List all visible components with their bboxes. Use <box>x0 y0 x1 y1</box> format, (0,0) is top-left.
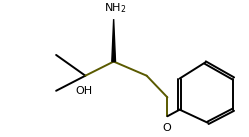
Polygon shape <box>112 19 116 62</box>
Text: OH: OH <box>75 86 93 96</box>
Text: O: O <box>162 123 171 133</box>
Text: NH$_2$: NH$_2$ <box>104 1 126 15</box>
